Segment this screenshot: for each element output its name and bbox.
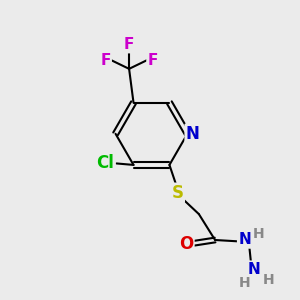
- Text: N: N: [248, 262, 261, 277]
- Text: H: H: [262, 273, 274, 287]
- Text: H: H: [253, 227, 264, 241]
- Text: N: N: [238, 232, 251, 247]
- Text: H: H: [239, 276, 250, 290]
- Text: F: F: [148, 52, 158, 68]
- Text: S: S: [172, 184, 184, 202]
- Text: O: O: [179, 235, 193, 253]
- Text: F: F: [100, 52, 111, 68]
- Text: F: F: [124, 37, 134, 52]
- Text: Cl: Cl: [97, 154, 115, 172]
- Text: N: N: [186, 125, 200, 143]
